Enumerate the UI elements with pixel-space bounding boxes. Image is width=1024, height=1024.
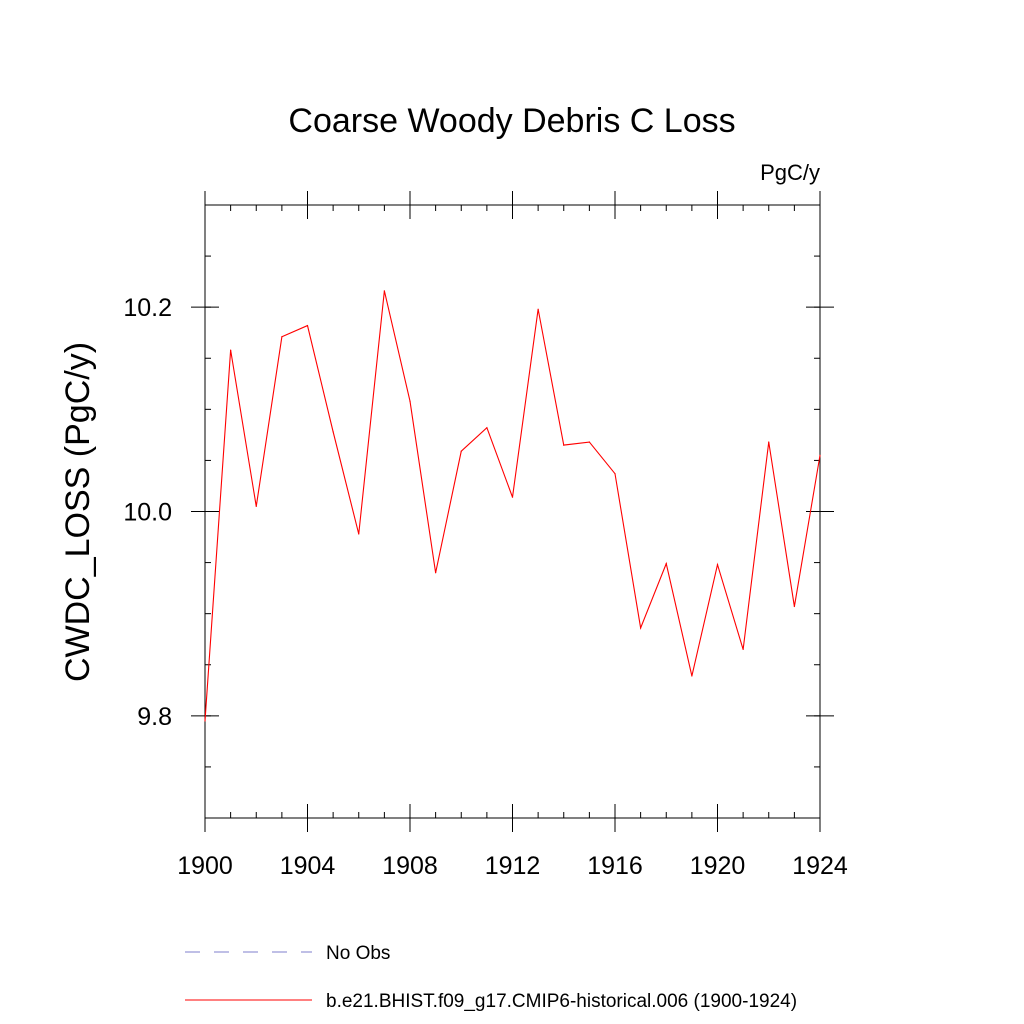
- data-point: [230, 349, 232, 351]
- x-tick-label: 1924: [792, 852, 848, 880]
- data-point: [665, 563, 667, 565]
- axis-ticks: [191, 191, 834, 832]
- data-point: [511, 496, 514, 498]
- legend-label: No Obs: [326, 943, 390, 964]
- data-point: [793, 605, 795, 608]
- series-line: [204, 290, 821, 721]
- data-point: [768, 441, 770, 443]
- tick-labels: 1900 1904 1908 1912 1916 1920 1924 9.8 10.0 10.2: [123, 294, 848, 880]
- units-label: PgC/y: [760, 160, 820, 185]
- y-axis-label: CWDC_LOSS (PgC/y): [59, 342, 97, 682]
- data-point: [306, 324, 309, 327]
- data-point: [640, 627, 642, 629]
- y-tick-label: 10.0: [123, 499, 172, 527]
- chart-title: Coarse Woody Debris C Loss: [288, 102, 735, 140]
- data-point: [588, 441, 590, 443]
- data-point: [691, 675, 693, 677]
- data-point: [383, 290, 385, 292]
- legend-label: b.e21.BHIST.f09_g17.CMIP6-historical.006…: [326, 991, 797, 1012]
- data-point: [332, 431, 334, 433]
- plot-frame: [204, 204, 821, 819]
- x-tick-label: 1920: [690, 852, 746, 880]
- data-point: [460, 450, 462, 452]
- data-point: [435, 572, 437, 574]
- data-point: [819, 454, 821, 456]
- legend: No Obs b.e21.BHIST.f09_g17.CMIP6-historic…: [185, 943, 797, 1012]
- data-point: [563, 444, 565, 446]
- data-point: [358, 533, 360, 535]
- data-point: [716, 564, 719, 566]
- x-tick-label: 1900: [177, 852, 233, 880]
- data-point: [409, 400, 411, 402]
- data-point: [537, 308, 539, 310]
- data-point: [614, 473, 616, 475]
- y-tick-label: 9.8: [137, 703, 172, 731]
- series-layer: [204, 290, 821, 722]
- data-point: [486, 427, 488, 429]
- x-tick-label: 1908: [382, 852, 438, 880]
- x-tick-label: 1904: [280, 852, 336, 880]
- x-tick-label: 1912: [485, 852, 541, 880]
- data-point: [281, 336, 283, 338]
- data-point: [255, 505, 257, 507]
- data-point: [742, 648, 744, 651]
- y-tick-label: 10.2: [123, 294, 172, 322]
- data-point: [204, 720, 206, 722]
- x-tick-label: 1916: [587, 852, 643, 880]
